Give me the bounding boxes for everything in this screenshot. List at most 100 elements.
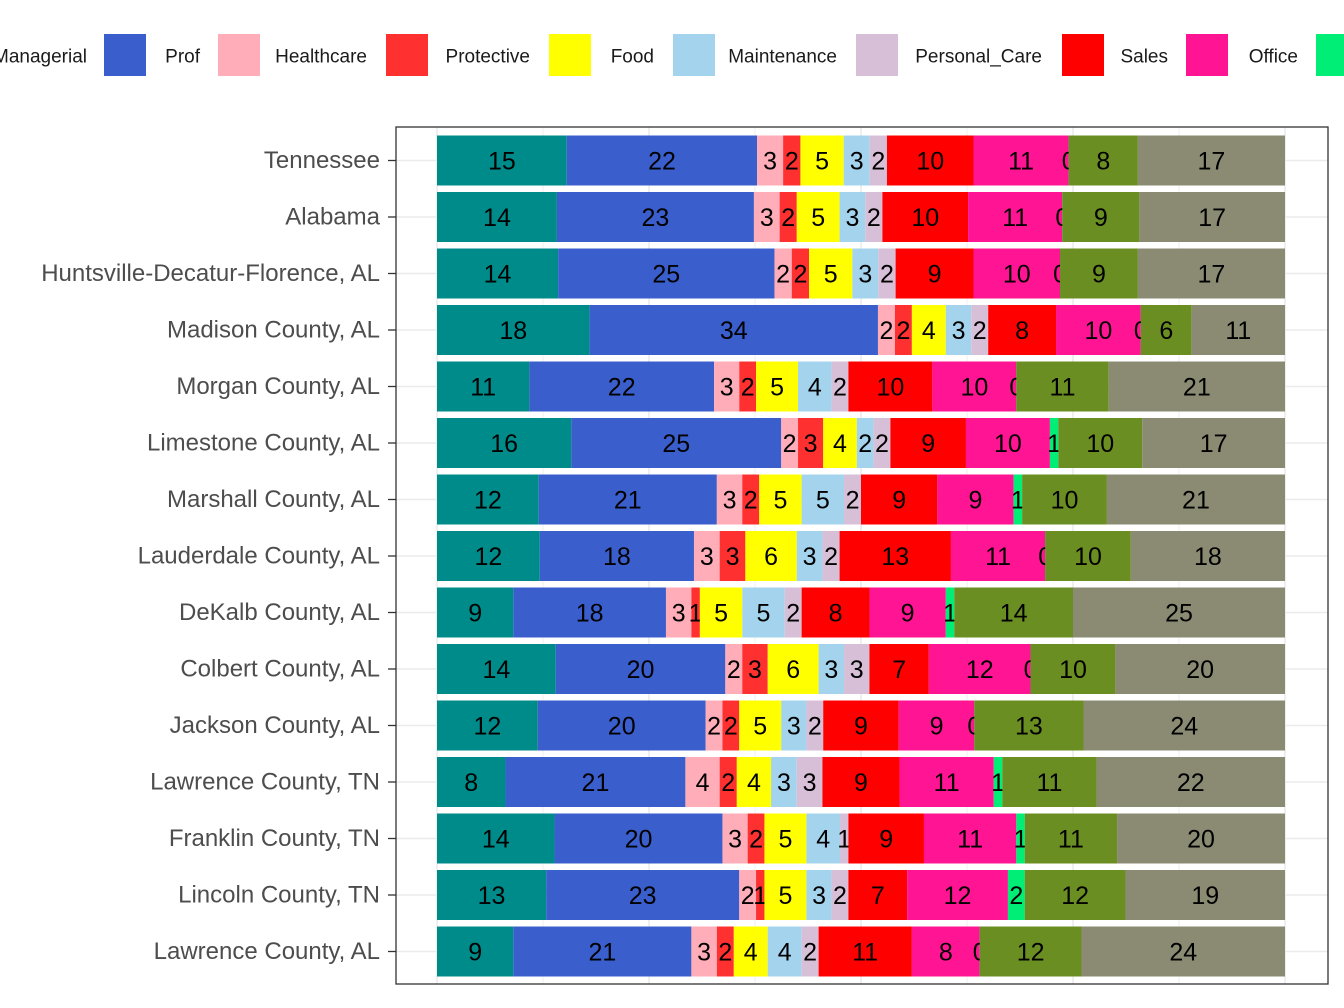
bar-value-label: 1 [1011,487,1025,515]
bar-value-label: 34 [720,317,748,345]
bar-segment [791,248,810,299]
bar-value-label: 5 [778,826,792,854]
bar-segment [1013,474,1023,525]
bar-value-label: 9 [1094,204,1108,232]
bar-segment [437,757,506,807]
bar-value-label: 5 [773,487,787,515]
bar-segment [571,418,782,468]
bar-value-label: 24 [1170,713,1198,741]
bar-segment [555,644,726,694]
bar-segment [852,248,879,299]
bar-value-label: 23 [642,204,670,232]
bar-value-label: 5 [757,600,771,628]
bar-segment [932,361,1017,412]
bar-segment [774,248,792,299]
bar-segment [745,531,797,581]
bar-segment [1049,418,1059,468]
category-label: Tennessee [264,147,380,174]
bar-value-label: 3 [845,204,859,232]
bar-value-label: 3 [858,261,872,289]
bar-value-label: 9 [468,939,482,967]
bar-segment [529,361,715,412]
bar-value-label: 8 [939,939,953,967]
bar-value-label: 2 [875,430,889,458]
bar-segment [796,757,823,807]
bar-value-label: 9 [969,487,983,515]
bar-segment [809,248,853,299]
bar-segment [895,248,974,299]
bar-value-label: 2 [741,882,755,910]
bar-value-label: 20 [608,713,636,741]
bar-segment [798,361,832,412]
bar-segment [928,644,1031,694]
bar-value-label: 24 [1169,939,1197,967]
bar-value-label: 20 [627,656,655,684]
bar-segment [513,926,692,977]
bar-segment [558,248,775,299]
bar-value-label: 5 [770,374,784,402]
legend-key [1062,34,1104,76]
category-label: Madison County, AL [167,317,380,344]
legend-key [218,34,260,76]
bar-value-label: 11 [934,769,960,797]
category-label: Limestone County, AL [147,430,380,457]
bar-segment [733,926,768,977]
bar-value-label: 1 [991,769,1005,797]
bar-value-label: 15 [488,148,516,176]
bar-segment [716,474,743,525]
bar-segment [796,531,823,581]
category-label: Lawrence County, TN [150,769,380,796]
bar-value-label: 7 [871,882,885,910]
bar-value-label: 8 [1015,317,1029,345]
bar-value-label: 11 [1002,204,1028,232]
bar-segment [800,135,844,186]
legend-label: Personal_Care [915,47,1042,68]
bar-segment [856,418,874,468]
bar-segment [869,644,929,694]
bar-segment [781,418,799,468]
bar-segment [806,870,832,920]
bar-segment [437,926,514,977]
bar-value-label: 10 [876,374,904,402]
bar-value-label: 10 [960,374,988,402]
bar-segment [979,926,1082,977]
category-label: Jackson County, AL [170,712,380,739]
bar-value-label: 2 [824,543,838,571]
bar-segment [437,870,547,920]
bar-segment [437,361,530,412]
bar-value-label: 9 [892,487,906,515]
bar-value-label: 5 [811,204,825,232]
bar-value-label: 2 [776,261,790,289]
bar-segment [1117,813,1285,864]
bar-value-label: 10 [1051,487,1079,515]
bar-value-label: 9 [1092,261,1106,289]
bar-value-label: 3 [787,713,801,741]
bar-segment [665,587,692,638]
bar-value-label: 25 [652,261,680,289]
bar-segment [1139,192,1285,242]
bar-value-label: 12 [966,656,994,684]
legend-label: Managerial [0,47,87,68]
bar-segment [890,418,966,468]
bar-value-label: 2 [707,713,721,741]
bar-value-label: 14 [482,656,510,684]
bar-value-label: 1 [753,882,767,910]
bar-segment [437,248,559,299]
bar-value-label: 6 [786,656,800,684]
bar-segment [725,644,743,694]
bar-value-label: 14 [482,826,510,854]
bar-value-label: 25 [1165,600,1193,628]
bar-segment [1115,644,1285,694]
bar-segment [756,870,765,920]
bar-segment [1142,418,1285,468]
legend-key [104,34,146,76]
bar-value-label: 11 [470,374,496,402]
bar-value-label: 3 [952,317,966,345]
bar-segment [869,587,946,638]
bar-value-label: 2 [973,317,987,345]
bar-value-label: 18 [576,600,604,628]
bar-value-label: 3 [748,656,762,684]
bar-value-label: 1 [837,826,851,854]
bar-segment [1137,135,1285,186]
